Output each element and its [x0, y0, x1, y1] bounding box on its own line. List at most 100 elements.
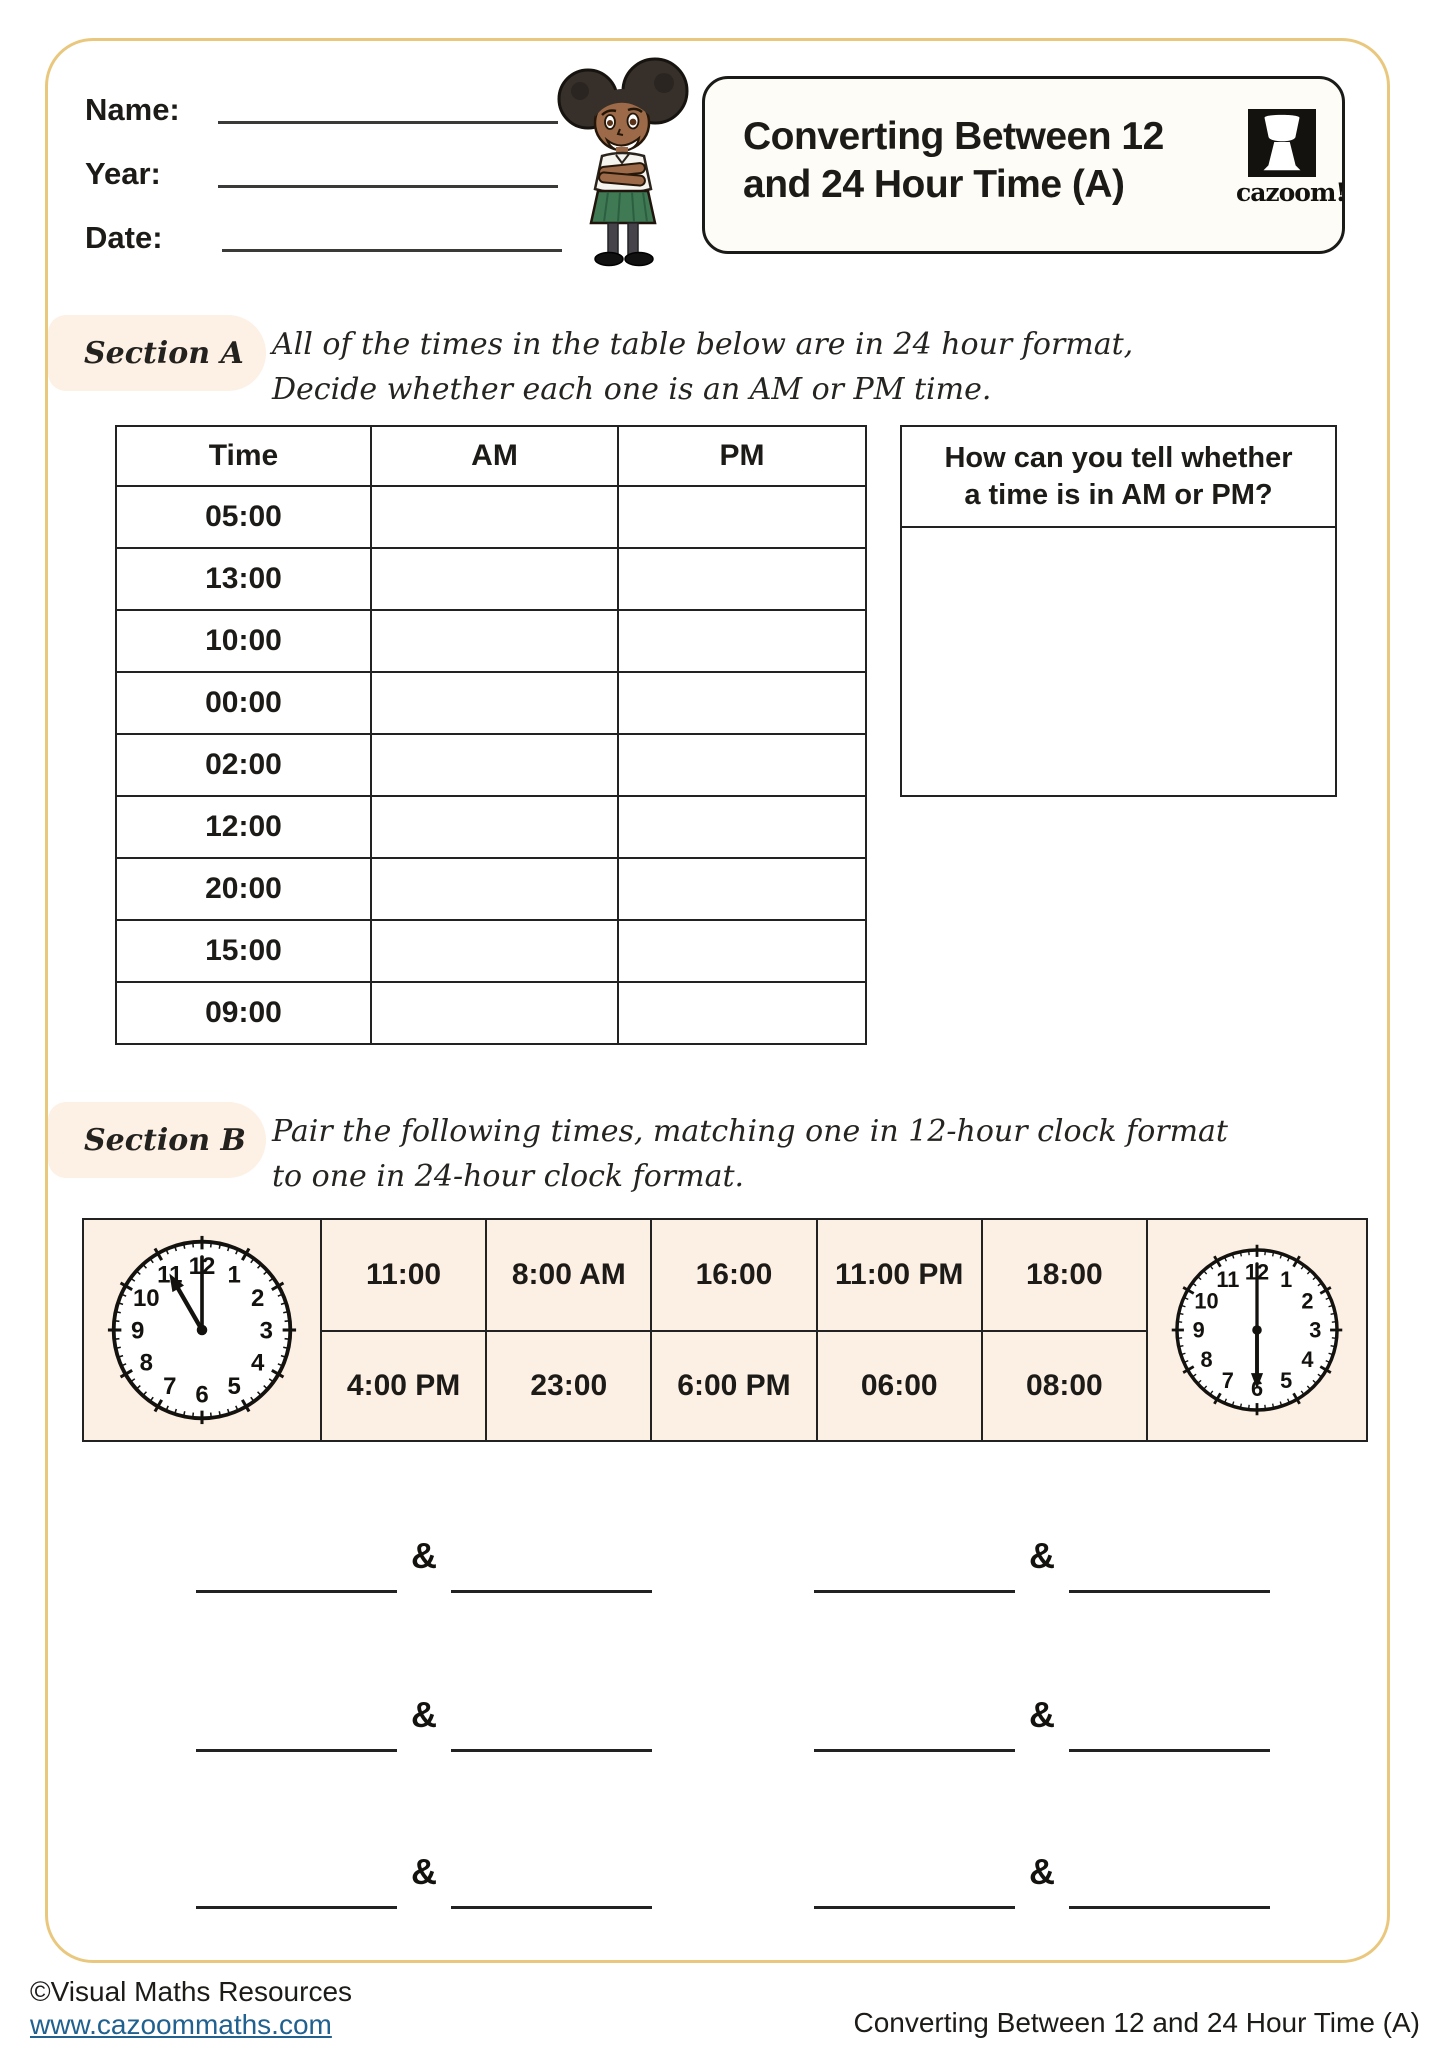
answer-pair: & — [196, 1688, 652, 1752]
am-answer-cell[interactable] — [370, 795, 619, 859]
pm-answer-cell[interactable] — [617, 919, 867, 983]
answer-blank[interactable] — [451, 1529, 652, 1593]
table-row: 15:00 — [115, 919, 867, 983]
question-box-title: How can you tell whether a time is in AM… — [902, 427, 1335, 528]
table-row: 02:00 — [115, 733, 867, 797]
am-answer-cell[interactable] — [370, 857, 619, 921]
table-row: 00:00 — [115, 671, 867, 735]
answer-pair: & — [196, 1845, 652, 1909]
student-character-illustration — [552, 56, 702, 268]
time-option-cell: 4:00 PM — [320, 1330, 486, 1440]
svg-text:1: 1 — [227, 1262, 240, 1289]
svg-text:4: 4 — [1301, 1347, 1313, 1372]
answer-blank[interactable] — [814, 1688, 1015, 1752]
title-box: Converting Between 12 and 24 Hour Time (… — [702, 76, 1346, 254]
question-line2: a time is in AM or PM? — [964, 479, 1273, 511]
copyright-text: ©Visual Maths Resources — [30, 1976, 353, 2007]
date-label: Date: — [85, 220, 163, 255]
answer-blank[interactable] — [451, 1845, 652, 1909]
answer-blank[interactable] — [1069, 1529, 1270, 1593]
table-row: 10:00 — [115, 609, 867, 673]
time-option-cell: 11:00 PM — [815, 1220, 981, 1330]
time-option-cell: 18:00 — [980, 1220, 1146, 1330]
ampersand: & — [411, 1535, 437, 1576]
am-answer-cell[interactable] — [370, 547, 619, 611]
answer-blank[interactable] — [1069, 1688, 1270, 1752]
analog-clock-six: 123456789101112 — [1145, 1220, 1366, 1440]
footer-document-title: Converting Between 12 and 24 Hour Time (… — [853, 2007, 1420, 2038]
section-b-pill: Section B — [48, 1102, 266, 1178]
question-answer-area[interactable] — [902, 528, 1335, 790]
question-box: How can you tell whether a time is in AM… — [900, 425, 1337, 797]
table-row: 09:00 — [115, 981, 867, 1045]
am-answer-cell[interactable] — [370, 733, 619, 797]
page-title: Converting Between 12 and 24 Hour Time (… — [743, 113, 1213, 209]
section-a-label: Section A — [84, 335, 244, 371]
am-answer-cell[interactable] — [370, 981, 619, 1045]
am-answer-cell[interactable] — [370, 919, 619, 983]
date-line[interactable] — [222, 218, 562, 252]
section-b-instructions: Pair the following times, matching one i… — [272, 1109, 1228, 1199]
table-row: 13:00 — [115, 547, 867, 611]
section-b-label: Section B — [84, 1122, 246, 1158]
am-answer-cell[interactable] — [370, 609, 619, 673]
section-a-table: Time AM PM 05:00 13:00 10:00 00:00 02:00… — [115, 425, 867, 1045]
answer-blank[interactable] — [196, 1529, 397, 1593]
svg-text:11: 11 — [1216, 1267, 1239, 1292]
svg-text:5: 5 — [227, 1373, 240, 1400]
pm-answer-cell[interactable] — [617, 857, 867, 921]
time-option-cell: 23:00 — [485, 1330, 651, 1440]
cazoom-logo: cazoom! — [1236, 109, 1346, 207]
pm-answer-cell[interactable] — [617, 795, 867, 859]
svg-text:2: 2 — [251, 1285, 264, 1312]
page-title-line2: and 24 Hour Time (A) — [743, 163, 1125, 206]
page-title-line1: Converting Between 12 — [743, 115, 1164, 158]
svg-text:5: 5 — [1280, 1368, 1292, 1393]
time-cell: 12:00 — [115, 795, 372, 859]
time-cell: 13:00 — [115, 547, 372, 611]
svg-text:6: 6 — [195, 1382, 208, 1409]
pm-answer-cell[interactable] — [617, 485, 867, 549]
svg-text:2: 2 — [1301, 1288, 1313, 1313]
answer-blank[interactable] — [814, 1845, 1015, 1909]
year-line[interactable] — [218, 154, 558, 188]
answer-blank[interactable] — [196, 1845, 397, 1909]
section-b-instruction-line2: to one in 24-hour clock format. — [272, 1159, 745, 1194]
time-option-cell: 16:00 — [650, 1220, 815, 1330]
time-option-cell: 6:00 PM — [650, 1330, 816, 1440]
answer-blank[interactable] — [451, 1688, 652, 1752]
time-option-cell: 8:00 AM — [485, 1220, 650, 1330]
am-column-header: AM — [370, 425, 619, 487]
answer-pair: & — [814, 1529, 1270, 1593]
pm-answer-cell[interactable] — [617, 547, 867, 611]
svg-text:10: 10 — [1194, 1288, 1218, 1313]
answer-blank[interactable] — [814, 1529, 1015, 1593]
analog-clock-eleven: 123456789101112 — [84, 1220, 320, 1440]
answer-pair: & — [814, 1688, 1270, 1752]
pm-answer-cell[interactable] — [617, 981, 867, 1045]
time-column-header: Time — [115, 425, 372, 487]
svg-text:7: 7 — [1222, 1368, 1234, 1393]
name-line[interactable] — [218, 90, 558, 124]
year-label: Year: — [85, 156, 161, 191]
question-line1: How can you tell whether — [944, 442, 1293, 474]
answer-pair: & — [196, 1529, 652, 1593]
pm-answer-cell[interactable] — [617, 609, 867, 673]
website-link[interactable]: www.cazoommaths.com — [30, 2009, 332, 2040]
answer-blank[interactable] — [196, 1688, 397, 1752]
time-option-cell: 08:00 — [980, 1330, 1146, 1440]
svg-text:3: 3 — [260, 1317, 273, 1344]
am-answer-cell[interactable] — [370, 485, 619, 549]
time-cell: 20:00 — [115, 857, 372, 921]
time-option-cell: 06:00 — [815, 1330, 981, 1440]
pm-answer-cell[interactable] — [617, 733, 867, 797]
time-cell: 10:00 — [115, 609, 372, 673]
answer-blank[interactable] — [1069, 1845, 1270, 1909]
time-option-cell: 11:00 — [320, 1220, 485, 1330]
section-a-instruction-line1: All of the times in the table below are … — [272, 327, 1134, 362]
table-header-row: Time AM PM — [115, 425, 867, 487]
am-answer-cell[interactable] — [370, 671, 619, 735]
section-a-pill: Section A — [48, 315, 266, 391]
djembe-drum-icon — [1248, 109, 1316, 177]
pm-answer-cell[interactable] — [617, 671, 867, 735]
